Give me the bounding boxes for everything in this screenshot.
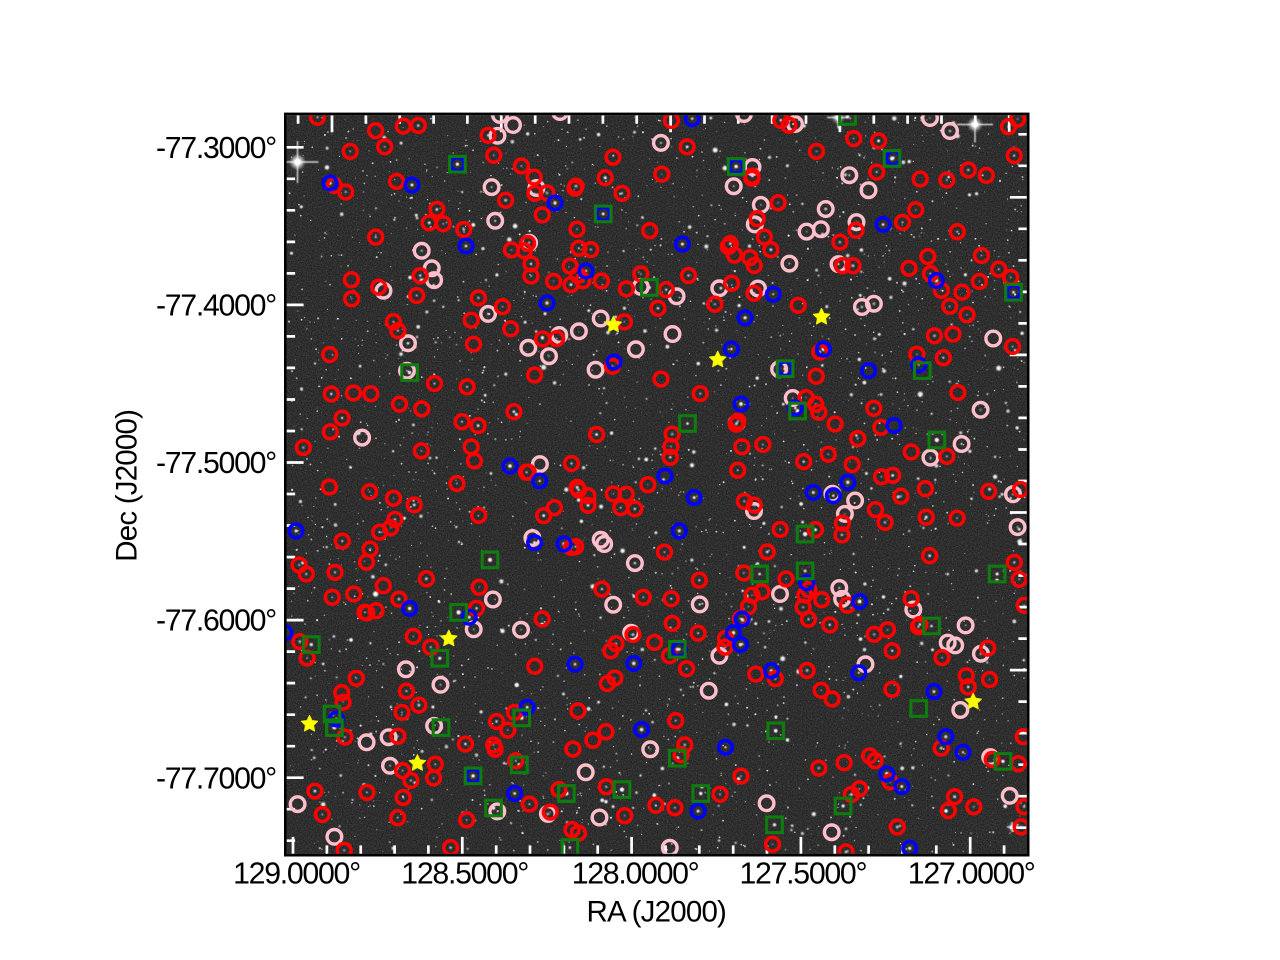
svg-text:-77.4000°: -77.4000° <box>156 290 276 323</box>
svg-text:127.5000°: 127.5000° <box>740 858 867 891</box>
svg-text:128.5000°: 128.5000° <box>401 858 528 891</box>
svg-text:128.0000°: 128.0000° <box>572 858 699 891</box>
svg-text:-77.6000°: -77.6000° <box>156 605 276 638</box>
svg-text:-77.7000°: -77.7000° <box>156 762 276 795</box>
svg-text:127.0000°: 127.0000° <box>908 858 1035 891</box>
svg-text:RA (J2000): RA (J2000) <box>587 896 727 929</box>
svg-text:Dec (J2000): Dec (J2000) <box>110 410 143 562</box>
svg-text:-77.5000°: -77.5000° <box>156 447 276 480</box>
svg-text:129.0000°: 129.0000° <box>233 858 360 891</box>
svg-text:-77.3000°: -77.3000° <box>156 132 276 165</box>
